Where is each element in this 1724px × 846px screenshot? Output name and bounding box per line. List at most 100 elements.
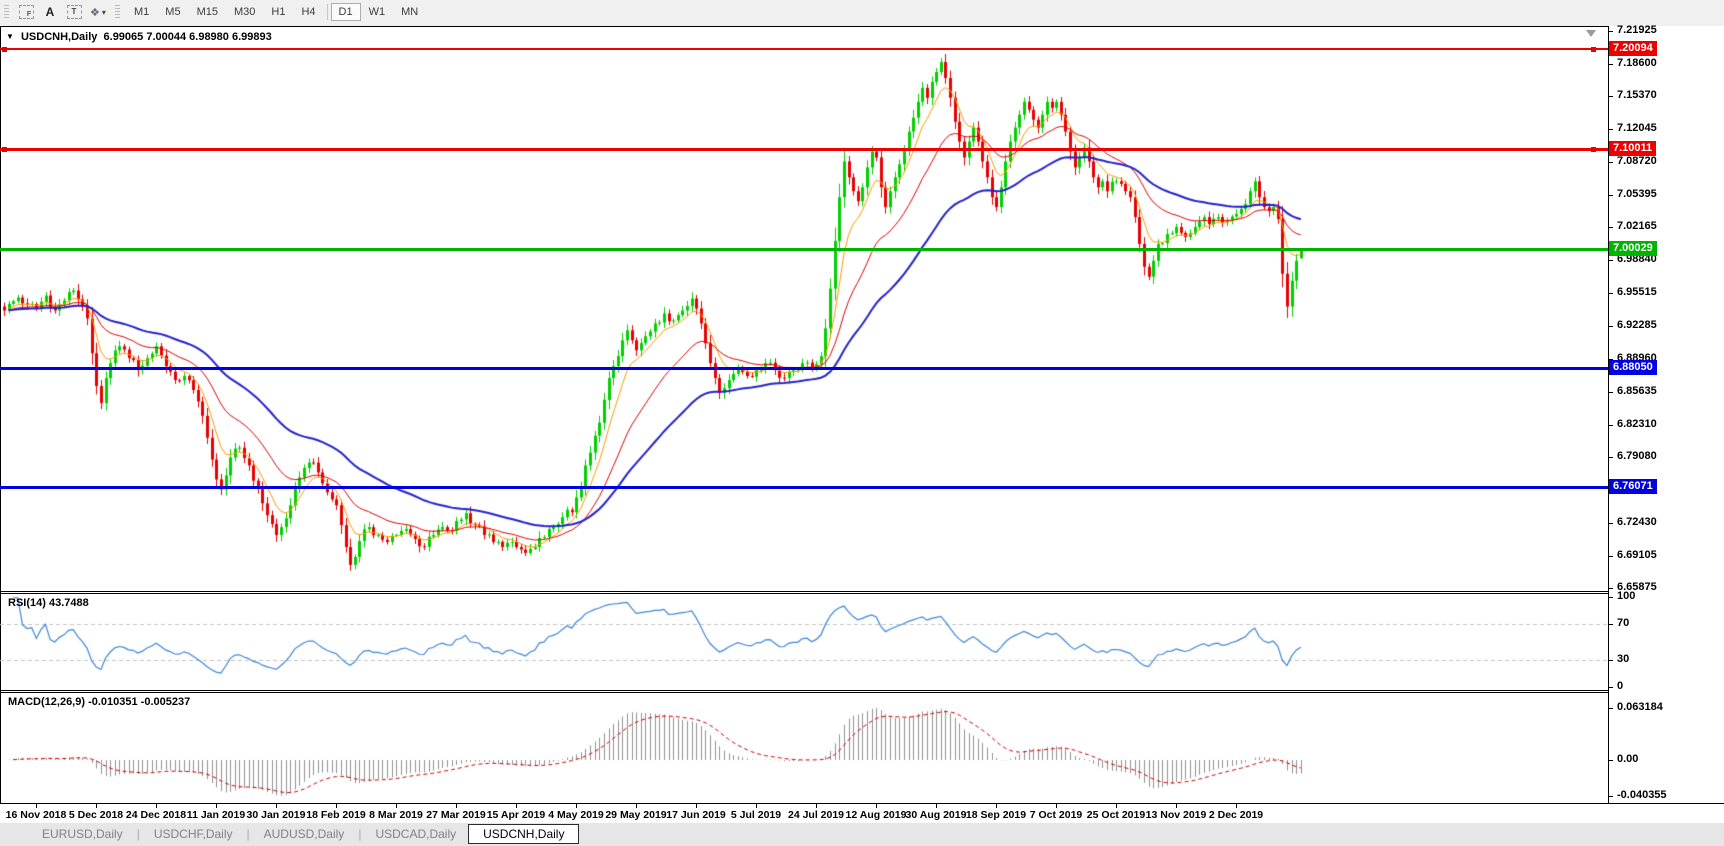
chart-ohlc-values: 6.99065 7.00044 6.98980 6.99893 [103,31,272,43]
chart-title: ▼ USDCNH,Daily 6.99065 7.00044 6.98980 6… [6,31,272,43]
time-axis-tick [636,804,637,808]
toolbar-grip[interactable] [4,5,9,19]
tab-separator: | [136,827,140,841]
axis-tick [1608,129,1613,130]
toolbar-divider [326,4,328,20]
price-level-badge: 6.88050 [1609,360,1657,375]
line-drag-handle[interactable] [1591,147,1596,152]
axis-tick-label: 6.98840 [1617,253,1657,265]
price-level-line-6.88050[interactable] [0,367,1608,370]
font-tool-icon[interactable]: A [39,3,61,21]
axis-tick [1608,588,1613,589]
cursor-grid-tool-icon[interactable]: F [15,3,37,21]
time-axis-tick [36,804,37,808]
timeframe-button-m5[interactable]: M5 [157,3,188,21]
time-axis-tick [936,804,937,808]
time-axis[interactable]: 16 Nov 2018 5 Dec 2018 24 Dec 2018 11 Jan 2… [0,803,1724,823]
time-axis-tick [576,804,577,808]
price-axis[interactable]: 7.21925 7.18600 7.15370 7.12045 7.08720 7.053… [1608,24,1724,803]
time-axis-tick [1116,804,1117,808]
chart-shift-marker-icon[interactable] [1586,30,1596,37]
axis-tick-label: 6.79080 [1617,450,1657,462]
chart-tab-audusd[interactable]: AUDUSD,Daily [263,827,345,841]
axis-tick [1608,687,1613,688]
time-axis-label: 17 Jun 2019 [666,809,726,821]
price-level-line-7.10011[interactable] [0,148,1608,151]
timeframe-button-group: M1 M5 M15 M30 H1 H4 D1 W1 MN [126,2,426,22]
chart-window-top-border [0,26,1724,27]
toolbar-grip[interactable] [115,5,120,19]
rsi-panel-canvas[interactable] [0,595,1608,689]
shapes-tool-icon[interactable]: ❖ ▾ [87,3,109,21]
line-drag-handle[interactable] [1591,47,1596,52]
price-level-badge: 7.20094 [1609,41,1657,56]
price-level-line-7.20094[interactable] [0,48,1608,50]
price-level-line-6.76071[interactable] [0,486,1608,489]
tab-separator: | [246,827,250,841]
time-axis-tick [816,804,817,808]
timeframe-button-h4[interactable]: H4 [293,3,323,21]
panel-separator[interactable] [0,591,1724,592]
price-level-badge: 7.10011 [1609,141,1657,156]
time-axis-tick [336,804,337,808]
chart-tab-usdcad[interactable]: USDCAD,Daily [375,827,457,841]
panel-separator[interactable] [0,690,1724,691]
axis-tick [1608,96,1613,97]
timeframe-button-d1[interactable]: D1 [330,3,361,21]
chart-tab-usdchf[interactable]: USDCHF,Daily [153,827,233,841]
chart-tab-eurusd[interactable]: EURUSD,Daily [42,827,123,841]
price-level-badge: 7.00029 [1609,241,1657,256]
axis-tick-label: 6.92285 [1617,319,1657,331]
time-axis-tick [516,804,517,808]
time-axis-label: 30 Aug 2019 [905,809,967,821]
axis-tick-label: 30 [1617,653,1630,665]
text-label-tool-icon[interactable]: T [63,3,85,21]
time-axis-label: 2 Dec 2019 [1208,809,1264,821]
axis-tick-label: 7.18600 [1617,57,1657,69]
line-drag-handle[interactable] [2,47,7,52]
time-axis-tick [696,804,697,808]
axis-tick-label: 6.69105 [1617,549,1657,561]
time-axis-tick [456,804,457,808]
chart-tab-usdcnh[interactable]: USDCNH,Daily [468,824,580,844]
time-axis-label: 7 Oct 2019 [1029,809,1083,821]
timeframe-button-h1[interactable]: H1 [263,3,293,21]
time-axis-tick [1236,804,1237,808]
time-axis-label: 13 Nov 2019 [1145,809,1207,821]
time-axis-tick [156,804,157,808]
axis-tick [1608,392,1613,393]
price-chart-canvas[interactable] [0,27,1608,590]
timeframe-button-m30[interactable]: M30 [226,3,263,21]
time-axis-tick [756,804,757,808]
time-axis-tick [876,804,877,808]
price-level-line-7.00029[interactable] [0,248,1608,251]
axis-tick-label: 6.65875 [1617,581,1657,593]
letter-a-glyph: A [45,5,55,19]
axis-tick [1608,326,1613,327]
axis-tick [1608,425,1613,426]
chart-symbol-label: USDCNH,Daily [20,31,98,43]
axis-tick-label: 70 [1617,617,1630,629]
shapes-glyph: ❖ [90,5,100,19]
chevron-down-icon[interactable]: ▼ [6,32,14,41]
time-axis-label: 27 Mar 2019 [426,809,486,821]
axis-tick-label: 7.12045 [1617,122,1657,134]
axis-tick [1608,708,1613,709]
axis-tick [1608,359,1613,360]
rsi-indicator-label: RSI(14) 43.7488 [8,597,89,609]
axis-tick-label: 6.72430 [1617,516,1657,528]
line-drag-handle[interactable] [2,147,7,152]
timeframe-button-mn[interactable]: MN [393,3,426,21]
axis-tick-label: 7.21925 [1617,24,1657,36]
timeframe-button-w1[interactable]: W1 [361,3,394,21]
time-axis-label: 24 Dec 2018 [125,809,187,821]
letter-t-glyph: T [66,5,82,19]
axis-tick-label: 7.02165 [1617,220,1657,232]
timeframe-button-m1[interactable]: M1 [126,3,157,21]
axis-tick-label: 0.00 [1617,753,1639,765]
timeframe-button-m15[interactable]: M15 [189,3,226,21]
panel-separator[interactable] [0,593,1724,594]
macd-panel-canvas[interactable] [0,694,1608,802]
axis-tick [1608,660,1613,661]
panel-separator[interactable] [0,692,1724,693]
